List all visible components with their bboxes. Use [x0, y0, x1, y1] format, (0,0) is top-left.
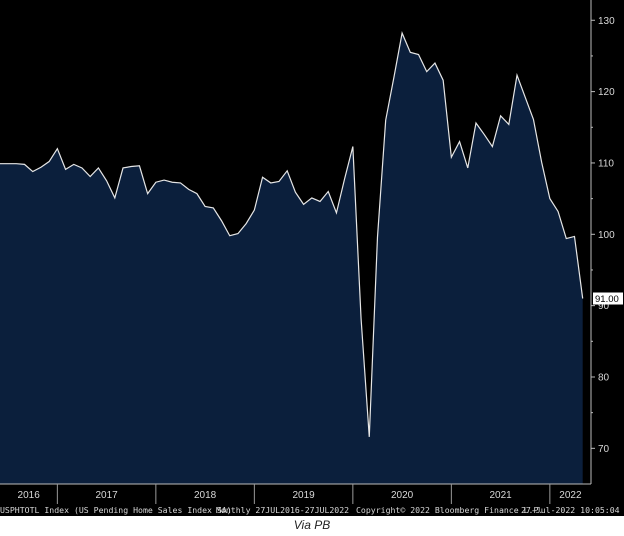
x-tick-label: 2020: [391, 490, 414, 501]
x-tick-label: 2021: [489, 490, 512, 501]
x-tick-label: 2019: [292, 490, 315, 501]
area-fill: [0, 33, 583, 485]
y-tick-label: 120: [598, 87, 615, 98]
last-value-badge: [593, 292, 623, 305]
image-caption: Via PB: [293, 518, 331, 532]
x-tick-label: 2022: [559, 490, 582, 501]
security-label: USPHTOTL Index (US Pending Home Sales In…: [0, 505, 232, 515]
x-tick-label: 2017: [95, 490, 118, 501]
y-tick-label: 80: [598, 372, 610, 383]
y-tick-label: 130: [598, 16, 615, 27]
chart-area: 130 120 110 100 90 80 70 91.00 2016 2017 2018 2019 2…: [0, 0, 624, 516]
y-tick-label: 90: [598, 301, 610, 312]
y-tick-label: 100: [598, 230, 615, 241]
chart-footer: USPHTOTL Index (US Pending Home Sales In…: [0, 504, 624, 516]
series-line: [0, 31, 584, 437]
x-tick-label: 2016: [18, 490, 41, 501]
y-tick-label: 110: [598, 158, 614, 169]
y-tick-label: 70: [598, 444, 610, 455]
pending-home-sales-chart: 130 120 110 100 90 80 70 91.00 2016 2017 2018 2019 2…: [0, 0, 623, 504]
last-value-label: 91.00: [595, 294, 619, 305]
timestamp-label: 27-Jul-2022 10:05:04: [521, 505, 620, 515]
copyright-label: Copyright© 2022 Bloomberg Finance L.P.: [356, 505, 544, 515]
date-range-label: Monthly 27JUL2016-27JUL2022: [216, 505, 350, 515]
x-tick-label: 2018: [194, 490, 217, 501]
